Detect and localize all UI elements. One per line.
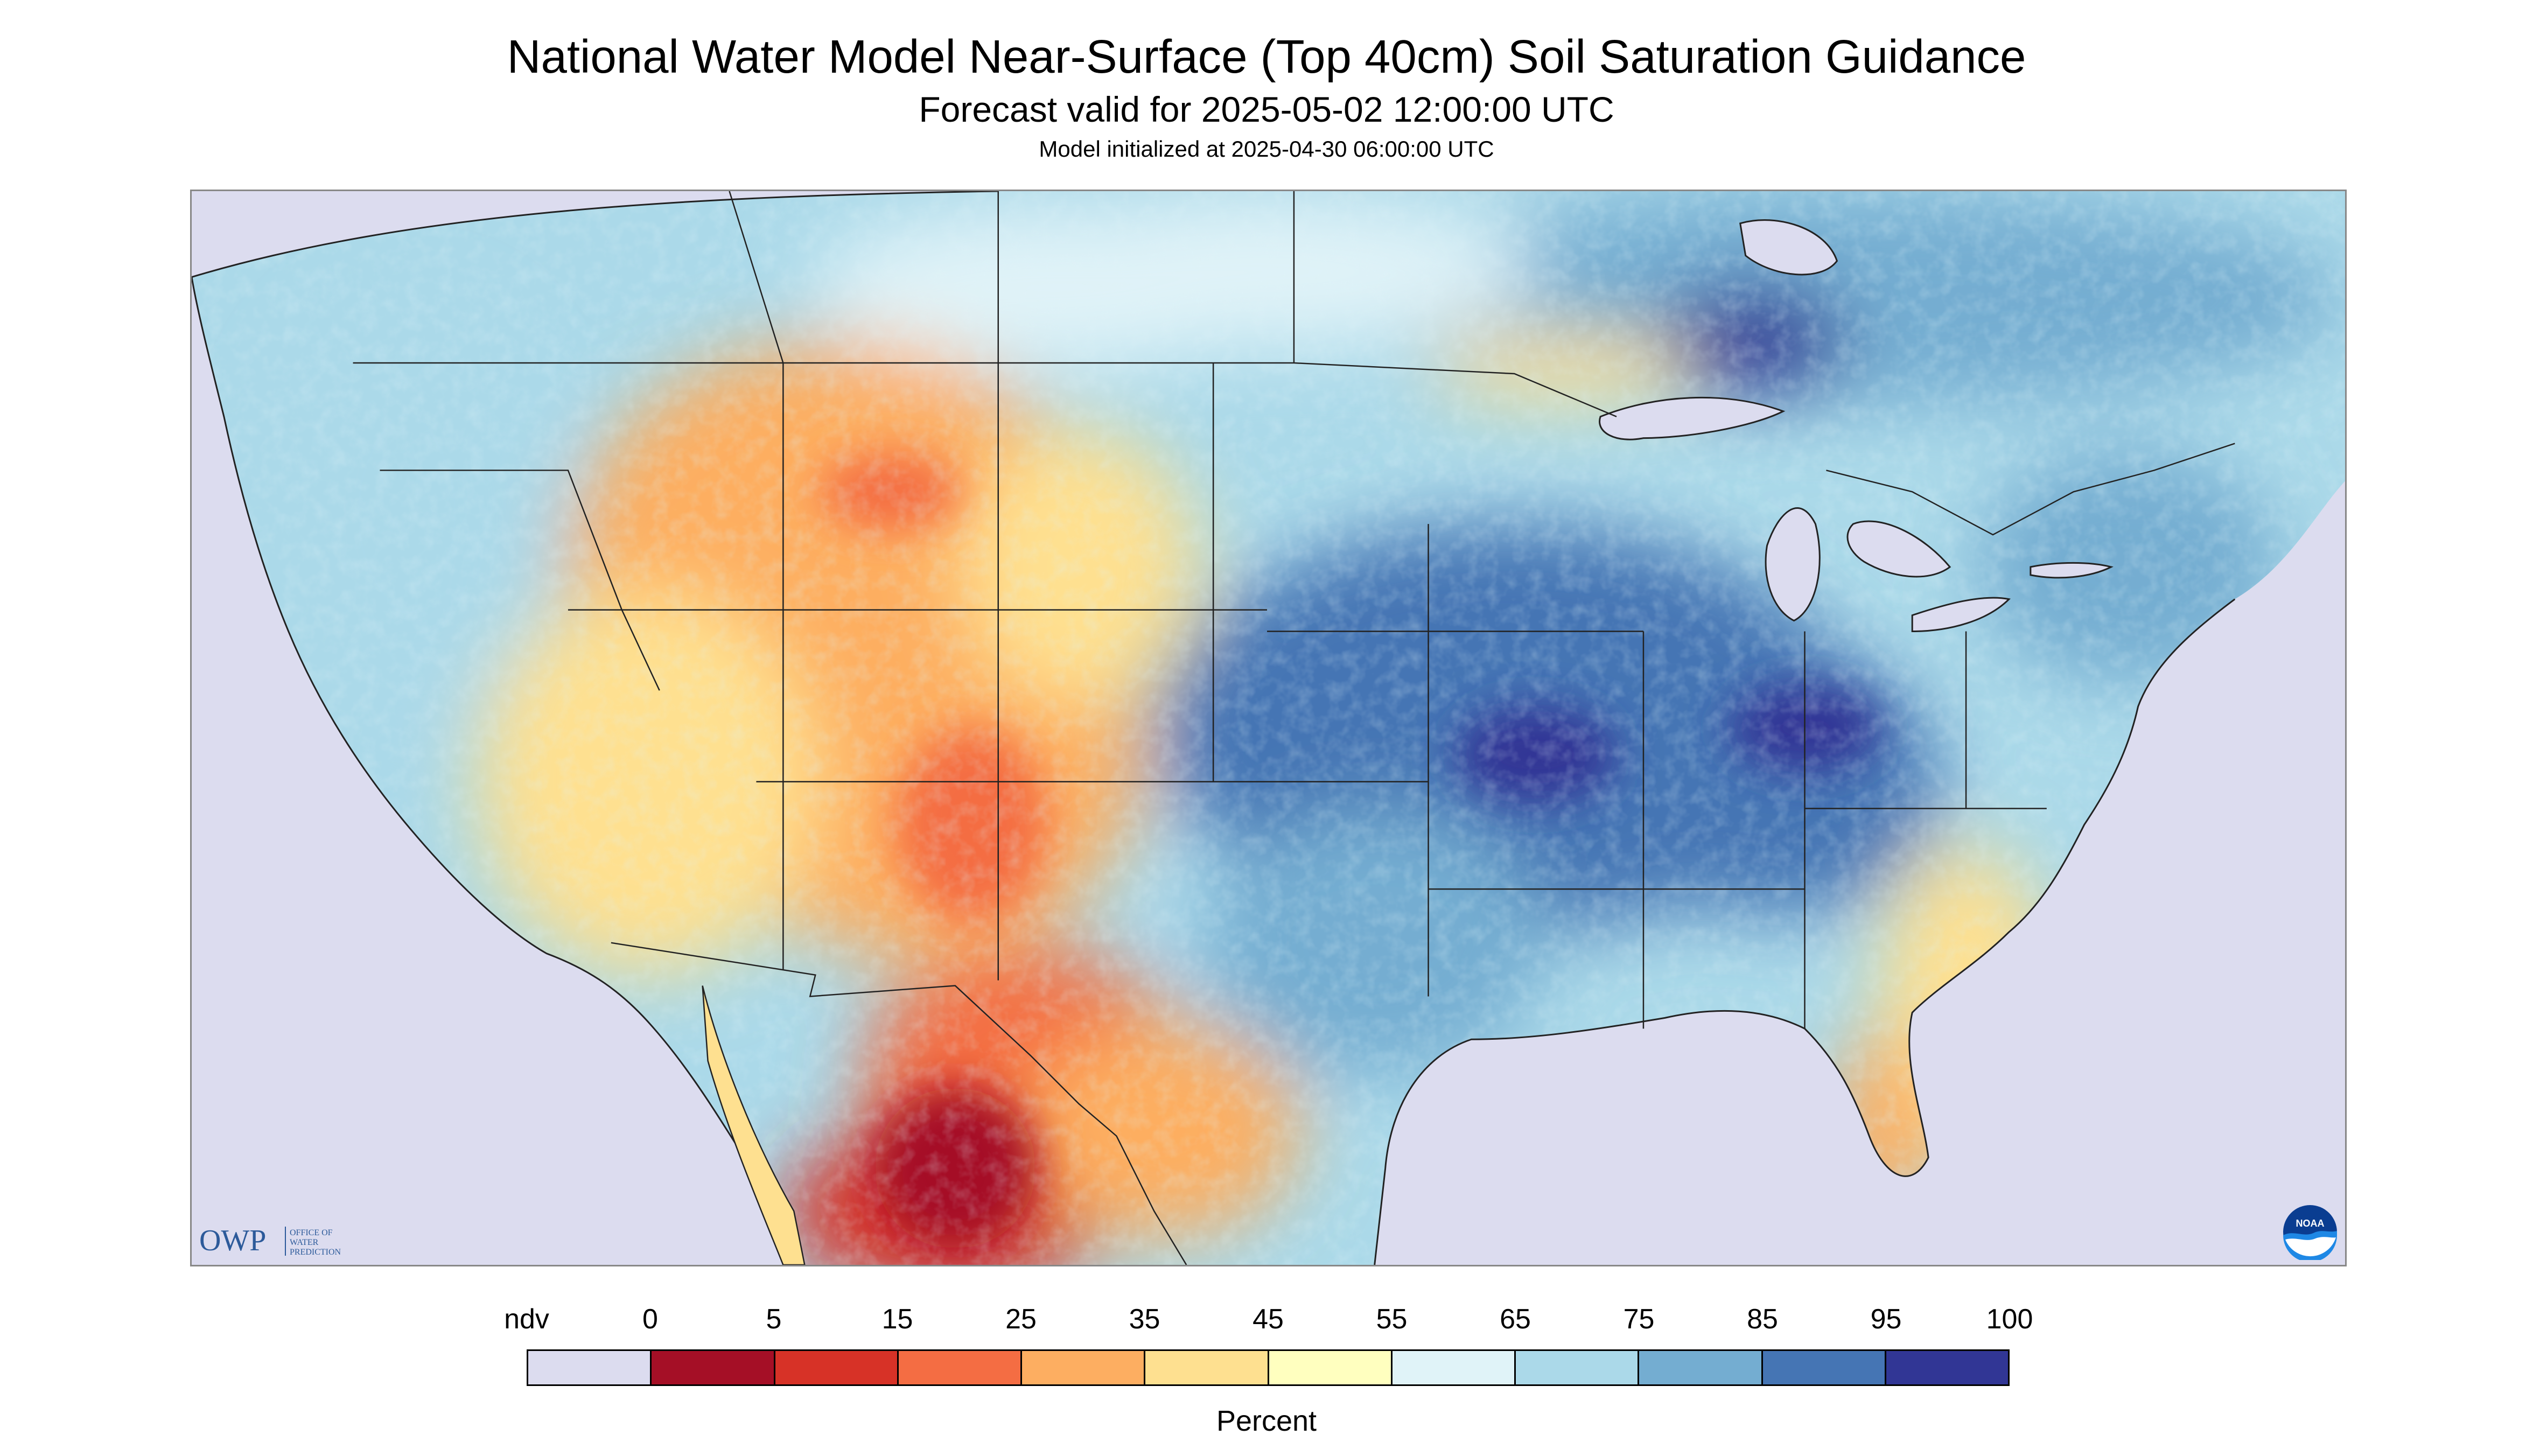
legend-swatch-75 xyxy=(1639,1351,1763,1384)
legend-tick-25: 25 xyxy=(1005,1304,1037,1335)
state-lines-interior xyxy=(568,363,1643,997)
state-lines-east xyxy=(1428,631,2047,1029)
legend-swatch-25 xyxy=(1022,1351,1146,1384)
noaa-logo-mark: NOAA xyxy=(2296,1218,2325,1229)
lake-superior xyxy=(1599,396,1786,440)
us-canada-border xyxy=(353,362,1617,417)
legend-tick-15: 15 xyxy=(881,1304,913,1335)
baja-california-peninsula xyxy=(702,985,806,1265)
soil-saturation-map xyxy=(190,190,2347,1266)
legend-tick-65: 65 xyxy=(1500,1304,1531,1335)
us-canada-border-east xyxy=(1826,443,2235,536)
political-boundaries xyxy=(353,191,2235,1265)
owp-logo-line2: WATER xyxy=(290,1238,319,1247)
legend-swatch-0 xyxy=(652,1351,775,1384)
legend-swatch-35 xyxy=(1145,1351,1269,1384)
us-mexico-border xyxy=(611,942,1187,1265)
owp-logo-line1: OFFICE OF xyxy=(290,1228,333,1237)
great-lakes xyxy=(1599,219,2114,633)
legend-swatch-55 xyxy=(1392,1351,1516,1384)
legend-tick-ndv: ndv xyxy=(504,1304,549,1335)
legend-tick-85: 85 xyxy=(1747,1304,1778,1335)
legend-units-label: Percent xyxy=(1216,1405,1317,1437)
legend-tick-75: 75 xyxy=(1623,1304,1655,1335)
lake-erie xyxy=(1911,597,2011,633)
legend-swatch-65 xyxy=(1516,1351,1640,1384)
legend-swatch-95 xyxy=(1886,1351,2008,1384)
lake-michigan xyxy=(1765,507,1821,622)
canadian-lake xyxy=(1739,219,1838,276)
legend-tick-0: 0 xyxy=(642,1304,658,1335)
legend-tick-45: 45 xyxy=(1252,1304,1284,1335)
state-lines-west xyxy=(380,470,660,691)
coastline xyxy=(192,191,2236,1265)
model-init-time: Model initialized at 2025-04-30 06:00:00… xyxy=(1039,136,1494,162)
legend-swatch-85 xyxy=(1762,1351,1886,1384)
legend-swatch-15 xyxy=(898,1351,1022,1384)
legend-tick-95: 95 xyxy=(1870,1304,1902,1335)
lake-ontario xyxy=(2030,562,2114,579)
legend-tick-5: 5 xyxy=(766,1304,782,1335)
legend-tick-35: 35 xyxy=(1129,1304,1160,1335)
lake-huron xyxy=(1846,520,1951,578)
legend-swatch-ndv xyxy=(528,1351,652,1384)
legend-tick-100: 100 xyxy=(1986,1304,2033,1335)
map-canvas xyxy=(192,191,2345,1265)
legend-tick-55: 55 xyxy=(1376,1304,1408,1335)
owp-logo-line3: PREDICTION xyxy=(290,1248,341,1257)
legend-swatch-5 xyxy=(775,1351,899,1384)
legend-swatch-45 xyxy=(1269,1351,1393,1384)
noaa-logo-icon: NOAA xyxy=(2282,1204,2338,1262)
province-lines xyxy=(729,191,1295,363)
legend-color-bar xyxy=(527,1349,2010,1386)
owp-logo-mark: OWP xyxy=(199,1224,266,1257)
forecast-valid-time: Forecast valid for 2025-05-02 12:00:00 U… xyxy=(919,89,1614,129)
owp-logo: OWP OFFICE OF WATER PREDICTION xyxy=(199,1218,377,1261)
map-title: National Water Model Near-Surface (Top 4… xyxy=(507,31,2026,83)
